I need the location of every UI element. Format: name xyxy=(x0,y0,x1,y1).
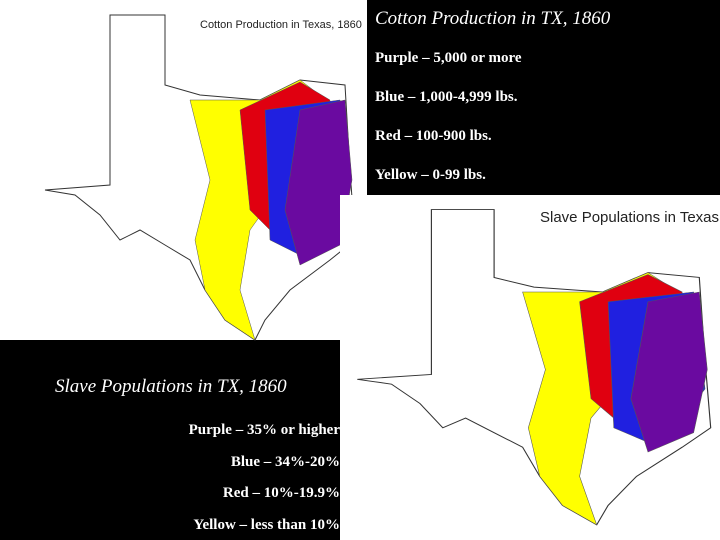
legend-line: Yellow – less than 10% xyxy=(193,516,340,533)
legend-line: Blue – 34%-20% xyxy=(230,453,340,470)
legend-line: Blue – 1,000-4,999 lbs. xyxy=(375,89,518,105)
cotton-map-title: Cotton Production in Texas, 1860 xyxy=(200,19,362,31)
slave-caption-title: Slave Populations in TX, 1860 xyxy=(55,376,287,397)
legend-line: Red – 10%-19.9% xyxy=(222,485,340,501)
legend-line: Red – 100-900 lbs. xyxy=(375,128,492,144)
cotton-caption-title: Cotton Production in TX, 1860 xyxy=(375,8,611,29)
legend-line: Purple – 35% or higher xyxy=(188,422,340,438)
slave-map-title: Slave Populations in Texas Counties, 186… xyxy=(540,209,720,226)
legend-line: Purple – 5,000 or more xyxy=(375,50,522,66)
legend-line: Yellow – 0-99 lbs. xyxy=(375,167,486,183)
